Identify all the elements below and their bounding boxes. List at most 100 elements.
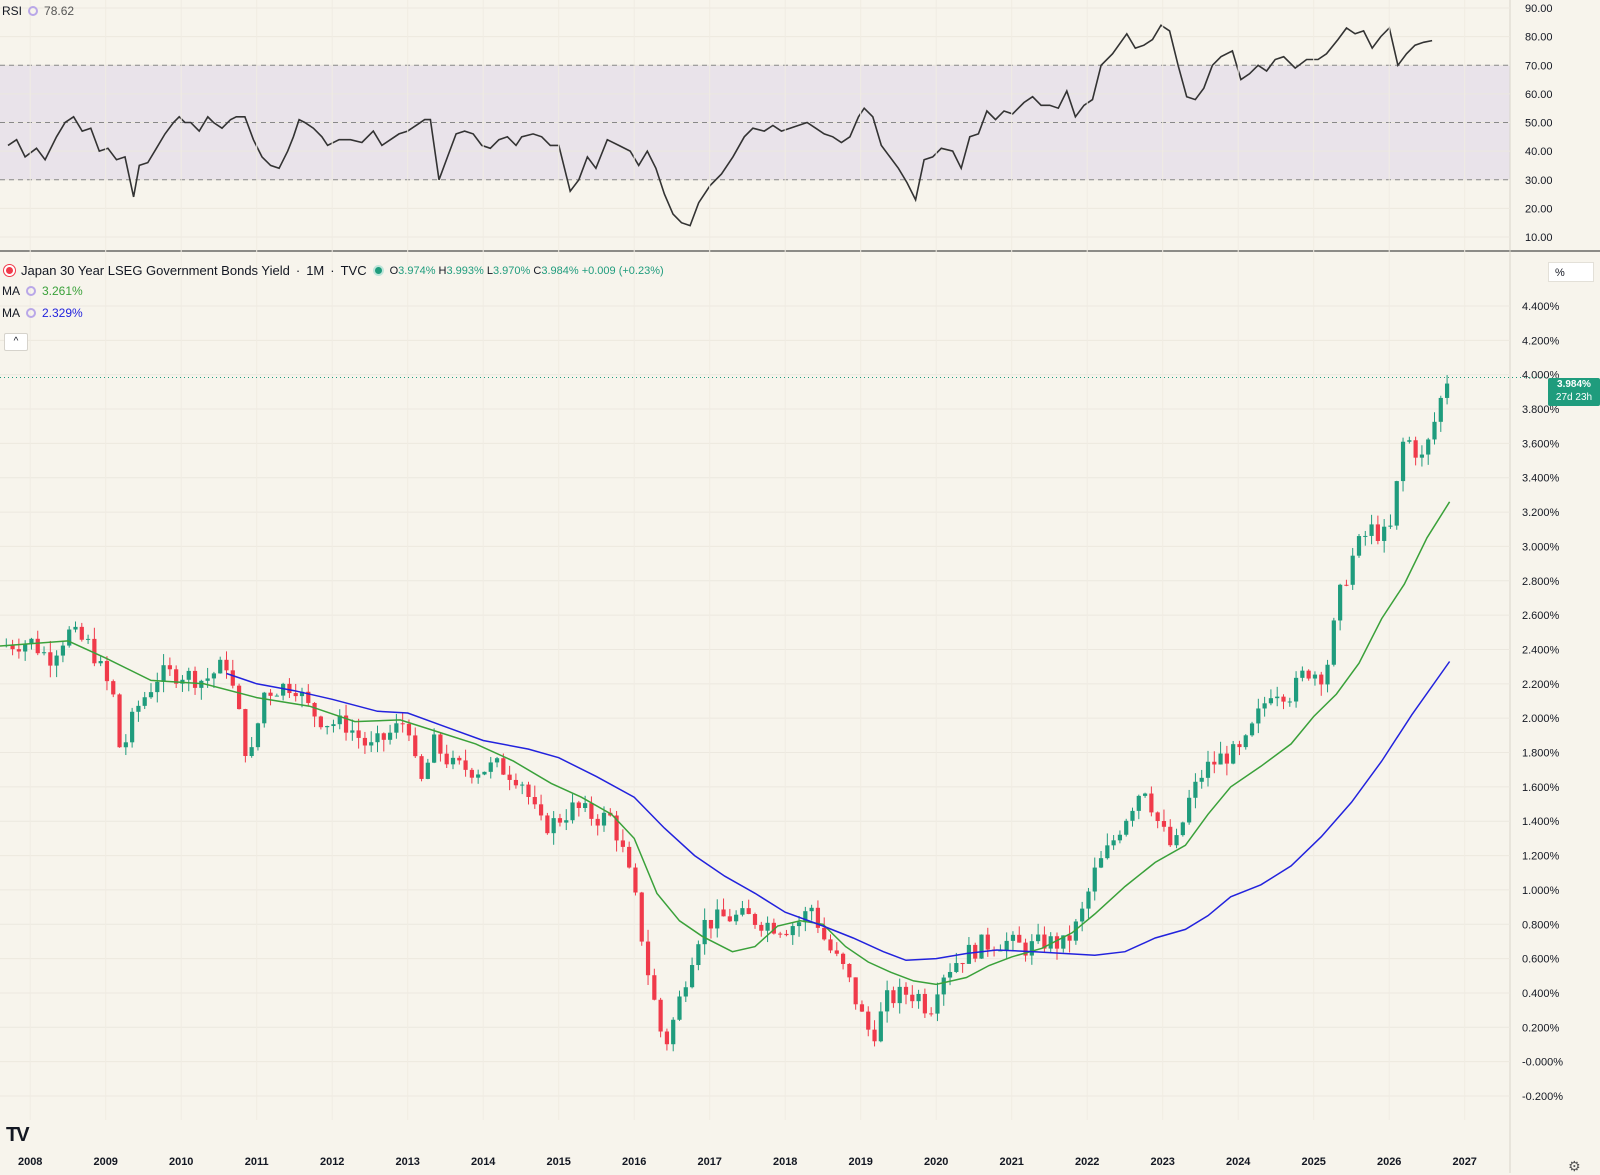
time-tick-label: 2023 — [1150, 1156, 1174, 1168]
candle-body — [1344, 584, 1349, 586]
candle-body — [1023, 942, 1028, 956]
candle-body — [771, 922, 776, 934]
last-price-value: 3.984% — [1557, 379, 1591, 390]
candle-body — [520, 784, 525, 786]
candle-body — [1275, 696, 1280, 699]
candle-body — [859, 1004, 865, 1012]
candle-body — [1325, 664, 1330, 685]
candle-body — [1042, 934, 1047, 949]
candle-body — [1205, 761, 1211, 778]
candle-body — [155, 681, 160, 693]
candle-body — [274, 695, 279, 697]
price-tick-label: -0.000% — [1522, 1057, 1563, 1069]
candle-body — [551, 818, 556, 834]
rsi-label: RSI — [2, 4, 23, 18]
rsi-tick-label: 20.00 — [1525, 203, 1553, 215]
market-status-icon — [372, 265, 384, 276]
tradingview-logo-icon[interactable]: TV — [6, 1124, 30, 1146]
candle-body — [903, 986, 909, 995]
candle-body — [941, 977, 946, 995]
candle-body — [1243, 735, 1248, 748]
gear-icon[interactable]: ⚙ — [1568, 1158, 1581, 1174]
rsi-settings-icon[interactable] — [28, 6, 39, 16]
candle-body — [1249, 723, 1255, 736]
candle-body — [947, 971, 953, 978]
candle-body — [1394, 481, 1399, 526]
collapse-legend-button[interactable]: ^ — [4, 333, 28, 351]
candle-body — [205, 678, 210, 681]
candle-body — [671, 1019, 676, 1045]
candle-body — [809, 907, 814, 912]
candle-body — [633, 867, 638, 893]
candle-body — [872, 1029, 877, 1042]
candle-body — [1212, 761, 1217, 765]
candle-body — [916, 993, 921, 1002]
ma2-settings-icon[interactable] — [26, 308, 36, 318]
candle-body — [312, 702, 317, 717]
price-tick-label: 0.200% — [1522, 1022, 1560, 1034]
candle-body — [148, 692, 154, 698]
candle-body — [866, 1011, 871, 1030]
interval-label[interactable]: 1M — [306, 263, 325, 278]
candle-body — [1111, 840, 1116, 846]
candle-body — [67, 629, 72, 646]
candle-body — [526, 784, 531, 797]
candle-body — [727, 916, 732, 922]
candle-body — [734, 914, 739, 922]
price-tick-label: 4.200% — [1522, 335, 1560, 347]
price-tick-label: 3.600% — [1522, 438, 1560, 450]
time-tick-label: 2008 — [18, 1156, 42, 1168]
candle-body — [1067, 935, 1072, 941]
candle-body — [683, 987, 688, 997]
candle-body — [1438, 397, 1443, 422]
candle-body — [111, 681, 116, 695]
price-tick-label: 4.400% — [1522, 301, 1560, 313]
candle-body — [469, 769, 474, 778]
price-tick-label: 1.000% — [1522, 885, 1560, 897]
candle-body — [381, 733, 386, 740]
candle-body — [822, 927, 827, 940]
chevron-up-icon: ^ — [13, 336, 19, 347]
main-legend: Japan 30 Year LSEG Government Bonds Yiel… — [4, 263, 664, 278]
candle-body — [268, 692, 273, 696]
candle-body — [161, 665, 166, 682]
unit-label: % — [1555, 267, 1565, 279]
candle-body — [853, 977, 858, 1005]
rsi-tick-label: 80.00 — [1525, 32, 1553, 44]
candle-body — [1382, 526, 1387, 541]
ma1-settings-icon[interactable] — [26, 286, 36, 296]
candle-body — [1004, 940, 1009, 951]
unit-selector[interactable]: % — [1548, 262, 1594, 282]
symbol-title[interactable]: Japan 30 Year LSEG Government Bonds Yiel… — [21, 263, 290, 278]
candle-body — [513, 779, 519, 786]
candle-body — [136, 705, 141, 712]
ma2-legend: MA 2.329% — [2, 306, 83, 320]
candle-body — [299, 691, 305, 697]
ohlc-readout: O3.974% H3.993% L3.970% C3.984% +0.009 (… — [389, 264, 664, 277]
candle-body — [387, 732, 393, 740]
time-tick-label: 2017 — [697, 1156, 721, 1168]
rsi-tick-label: 30.00 — [1525, 175, 1553, 187]
candle-body — [243, 709, 248, 756]
price-tick-label: 3.000% — [1522, 541, 1560, 553]
time-tick-label: 2014 — [471, 1156, 496, 1168]
candle-body — [1331, 620, 1336, 665]
candle-body — [488, 762, 493, 772]
candle-body — [639, 892, 644, 942]
candle-body — [1369, 524, 1374, 536]
candle-body — [935, 994, 940, 1014]
candle-body — [1092, 867, 1097, 892]
candle-body — [281, 683, 286, 696]
candle-body — [828, 939, 833, 951]
time-tick-label: 2018 — [773, 1156, 797, 1168]
ma2-line — [226, 661, 1451, 962]
candle-body — [287, 683, 292, 694]
candle-body — [35, 638, 40, 654]
candle-body — [790, 926, 795, 936]
candle-body — [1155, 812, 1160, 822]
candle-body — [1036, 934, 1041, 942]
candle-body — [878, 1011, 883, 1042]
time-tick-label: 2019 — [848, 1156, 872, 1168]
time-tick-label: 2010 — [169, 1156, 193, 1168]
